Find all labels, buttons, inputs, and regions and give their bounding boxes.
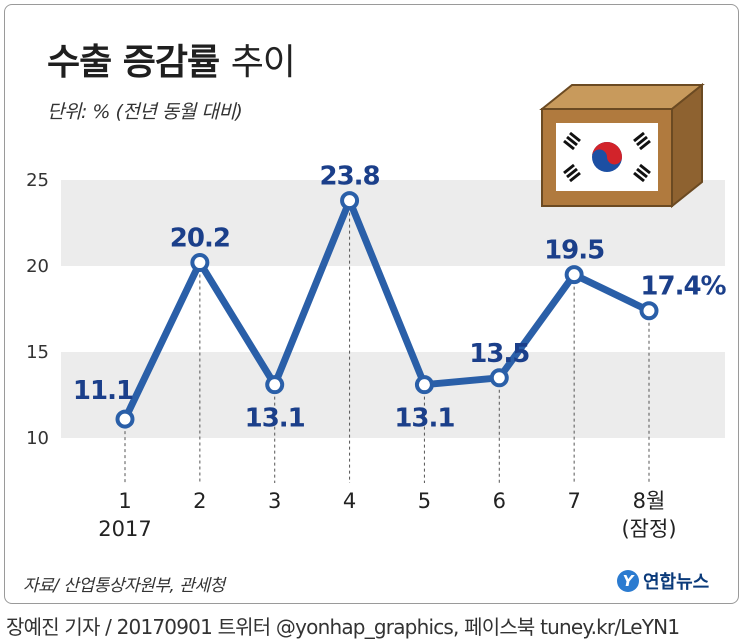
data-points	[115, 191, 659, 429]
data-labels: 11.1 20.2 13.1 23.8 13.1 13.5 19.5 17.4%	[73, 162, 728, 434]
yonhap-logo-icon: Y	[617, 570, 639, 592]
x-tick-label: 8월	[633, 489, 666, 513]
chart-card: 수출 증감률 추이 단위: % (전년 동월 대비) 10 15 20 25 1 201…	[4, 4, 739, 604]
grid-band	[61, 352, 725, 438]
y-axis-ticks: 10 15 20 25	[26, 170, 49, 449]
data-point	[265, 375, 285, 395]
y-tick-label: 20	[26, 256, 49, 277]
series-line	[121, 197, 653, 423]
korean-flag-box-icon	[539, 82, 705, 209]
data-label: 23.8	[319, 162, 379, 192]
x-tick-label: 1	[118, 489, 131, 513]
title-bold: 수출 증감률	[47, 42, 220, 83]
data-point	[115, 409, 135, 429]
line-chart: 10 15 20 25 1 2017 2 3 4 5 6 7 8월 (잠정) 11.1 20.2 13.1 2…	[26, 82, 728, 541]
x-tick-sublabel: (잠정)	[621, 517, 676, 541]
x-tick-label: 3	[268, 489, 281, 513]
data-label: 20.2	[170, 224, 230, 254]
data-label: 13.1	[245, 404, 305, 434]
unit-subtitle: 단위: % (전년 동월 대비)	[47, 101, 243, 123]
x-tick-label: 5	[418, 489, 431, 513]
y-tick-label: 25	[26, 170, 49, 191]
x-tick-label: 6	[493, 489, 506, 513]
data-label: 13.1	[394, 404, 454, 434]
data-point	[190, 253, 210, 273]
y-tick-label: 10	[26, 428, 49, 449]
data-label: 19.5	[544, 236, 604, 266]
data-point	[489, 368, 509, 388]
agency-logo: Y 연합뉴스	[617, 568, 709, 594]
guide-lines	[124, 200, 650, 483]
data-point	[340, 191, 360, 211]
agency-name: 연합뉴스	[643, 572, 710, 593]
data-point	[414, 375, 434, 395]
data-point	[564, 265, 584, 285]
data-label: 13.5	[469, 339, 529, 369]
x-tick-label: 7	[567, 489, 580, 513]
data-label: 17.4%	[640, 272, 726, 302]
title-light: 추이	[230, 42, 296, 83]
data-point	[639, 301, 659, 321]
data-label: 11.1	[73, 376, 133, 406]
x-axis-ticks: 1 2017 2 3 4 5 6 7 8월 (잠정)	[98, 489, 676, 541]
x-tick-label: 2	[193, 489, 206, 513]
credit-line: 장예진 기자 / 20170901 트위터 @yonhap_graphics, …	[6, 615, 680, 639]
source-note: 자료/ 산업통상자원부, 관세청	[23, 576, 225, 596]
y-tick-label: 15	[26, 342, 49, 363]
x-tick-sublabel: 2017	[98, 517, 151, 541]
chart-title: 수출 증감률 추이	[47, 33, 296, 85]
x-tick-label: 4	[343, 489, 356, 513]
